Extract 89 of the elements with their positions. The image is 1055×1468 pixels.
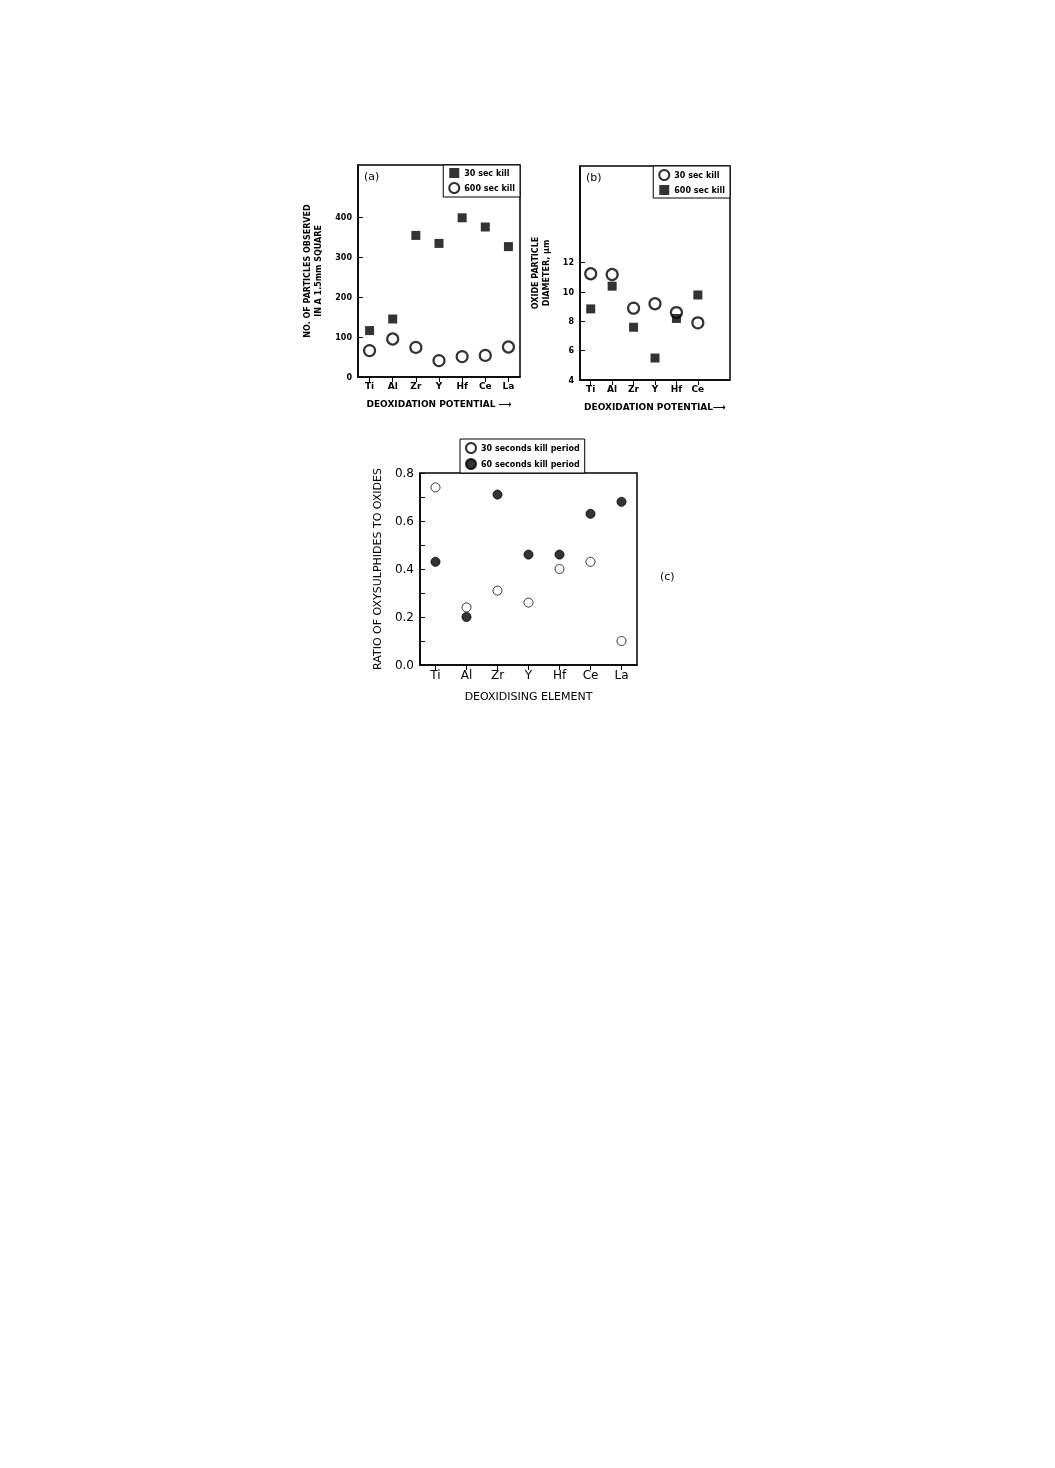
y-axis-title: NO. OF PARTICLES OBSERVED IN A 1.5mm SQUARE: [303, 203, 324, 338]
x-tick-label: La: [614, 668, 629, 682]
y-tick-label: 300: [335, 252, 353, 262]
point: [616, 636, 627, 646]
point: [430, 482, 441, 493]
point: [430, 556, 441, 567]
annotation: (b): [586, 171, 602, 184]
point: [523, 597, 534, 608]
y-axis-title: OXIDE PARTICLE DIAMETER, µm: [530, 236, 551, 310]
x-tick-label: Ce: [582, 668, 599, 682]
point: [585, 556, 596, 567]
y-tick-label: 400: [335, 212, 353, 222]
point: [478, 348, 492, 362]
x-axis-title: DEOXIDISING ELEMENT: [464, 690, 593, 703]
x-tick-label: Ti: [586, 383, 596, 394]
y-tick-label: 0.8: [394, 466, 414, 480]
point: [455, 350, 469, 364]
y-tick-label: 6: [568, 346, 575, 356]
point: [650, 353, 660, 363]
x-tick-label: Ti: [364, 380, 375, 391]
y-tick-label: 8: [568, 316, 575, 326]
point: [432, 354, 446, 368]
point: [523, 549, 534, 560]
point: [584, 267, 598, 281]
y-tick-label: 0.0: [394, 658, 414, 672]
point: [457, 213, 467, 223]
x-tick-label: Zr: [628, 383, 640, 394]
y-tick-label: 0.2: [394, 610, 414, 624]
y-tick-label: 10: [562, 287, 575, 297]
point: [480, 222, 490, 232]
point: [554, 564, 565, 574]
legend-label: 600 sec kill: [464, 183, 516, 193]
x-tick-label: Zr: [490, 668, 505, 682]
y-tick-label: 0.4: [394, 562, 414, 576]
point: [388, 314, 398, 324]
point: [492, 585, 503, 596]
point: [501, 340, 516, 354]
x-axis-title: DEOXIDATION POTENTIAL ⟶: [366, 398, 512, 409]
x-tick-label: Y: [523, 668, 533, 682]
x-tick-label: Zr: [410, 380, 422, 391]
annotation: (a): [364, 170, 380, 183]
point: [607, 281, 617, 291]
y-tick-label: 100: [335, 332, 353, 342]
x-tick-label: Ce: [691, 383, 705, 394]
x-tick-label: Al: [460, 668, 473, 682]
x-tick-label: Al: [387, 380, 398, 391]
point: [461, 612, 472, 622]
point: [648, 297, 662, 311]
point: [616, 496, 627, 507]
point: [503, 242, 513, 252]
point: [626, 301, 641, 315]
x-tick-label: Al: [607, 383, 618, 394]
legend-label: 30 sec kill: [464, 168, 510, 178]
point: [411, 230, 421, 240]
x-axis-title: DEOXIDATION POTENTIAL⟶: [584, 401, 727, 412]
y-tick-label: 12: [562, 258, 574, 268]
point: [693, 290, 703, 300]
y-tick-label: 4: [568, 375, 575, 385]
point: [492, 489, 503, 500]
point: [605, 267, 619, 282]
y-tick-label: 0: [346, 372, 353, 382]
point: [409, 340, 423, 354]
x-tick-label: La: [502, 380, 515, 391]
legend-label: 600 sec kill: [674, 185, 726, 195]
point: [629, 322, 639, 332]
x-tick-label: Y: [650, 383, 659, 394]
point: [386, 332, 400, 346]
y-tick-label: 0.6: [394, 514, 414, 528]
point: [585, 508, 596, 519]
legend-label: 30 seconds kill period: [481, 443, 580, 453]
point: [691, 316, 705, 330]
point: [586, 304, 596, 314]
point: [365, 326, 375, 336]
point: [362, 344, 377, 358]
x-tick-label: Y: [434, 380, 443, 391]
y-axis-title: RATIO OF OXYSULPHIDES TO OXIDES: [370, 468, 384, 670]
point: [461, 602, 472, 613]
x-tick-label: Ce: [478, 380, 492, 391]
x-tick-label: Hf: [456, 380, 468, 391]
y-tick-label: 200: [335, 292, 353, 302]
point: [434, 238, 444, 248]
text: (c): [660, 570, 675, 583]
x-tick-label: Hf: [670, 383, 683, 394]
point: [554, 549, 565, 560]
point: [671, 313, 681, 323]
x-tick-label: Hf: [552, 668, 567, 682]
legend-label: 60 seconds kill period: [481, 459, 580, 469]
legend-label: 30 sec kill: [674, 170, 720, 180]
x-tick-label: Ti: [429, 668, 441, 682]
